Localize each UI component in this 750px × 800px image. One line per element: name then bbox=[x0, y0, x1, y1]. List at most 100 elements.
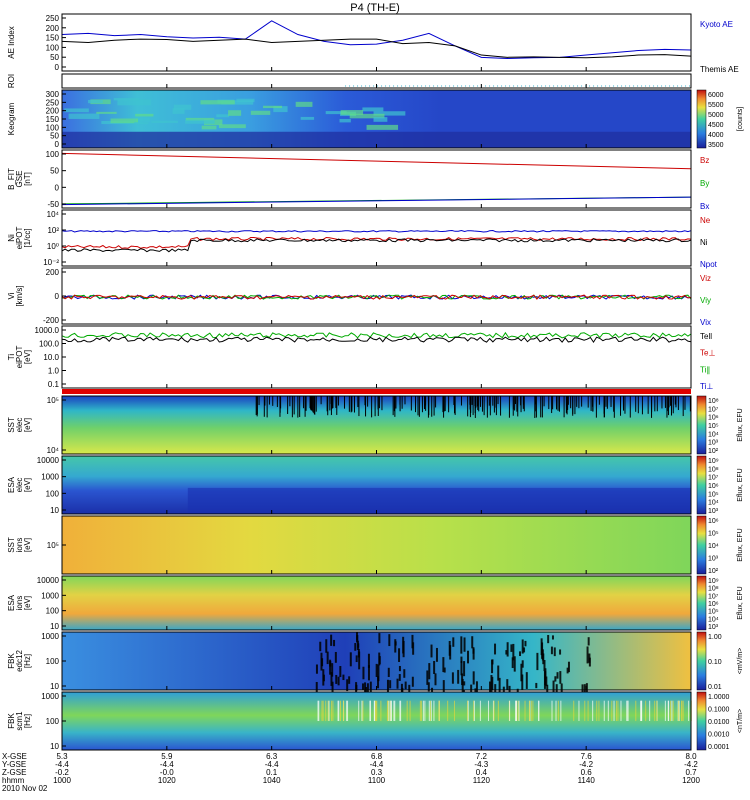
sst-dropout-stripe bbox=[578, 396, 580, 409]
fbk-dark-stripe bbox=[319, 641, 322, 652]
fbk-dark-stripe bbox=[356, 635, 359, 641]
esa_e-ytick-label: 10 bbox=[50, 506, 59, 515]
sst-dropout-stripe bbox=[367, 396, 369, 407]
sst-dropout-stripe bbox=[647, 396, 649, 414]
sst-dropout-stripe bbox=[603, 396, 605, 414]
temperature-ytick-label: 0.1 bbox=[48, 380, 60, 389]
fbk_e-colorbar-label: <mV/m> bbox=[737, 648, 744, 674]
fbk_b-colorbar-tick: 0.0100 bbox=[708, 719, 730, 726]
sst-dropout-stripe bbox=[421, 396, 423, 413]
fbk-streak bbox=[613, 700, 615, 721]
fbk-streak bbox=[640, 700, 642, 721]
fbk-dark-stripe bbox=[378, 633, 381, 644]
fbk-dark-stripe bbox=[498, 677, 501, 692]
sst-dropout-stripe bbox=[460, 396, 462, 406]
sst-dropout-stripe bbox=[381, 396, 383, 411]
bfgm-ytick-label: 100 bbox=[46, 150, 60, 159]
fbk-dark-stripe bbox=[511, 657, 514, 669]
fbk-streak bbox=[380, 700, 382, 721]
fbk-dark-stripe bbox=[315, 664, 318, 674]
fbk-streak bbox=[493, 700, 495, 721]
fbk-dark-stripe bbox=[442, 680, 445, 694]
fbk-dark-stripe bbox=[463, 637, 466, 652]
sst-dropout-stripe bbox=[677, 396, 679, 411]
fbk-dark-stripe bbox=[315, 681, 318, 700]
sst-dropout-stripe bbox=[453, 396, 455, 405]
keogram-feature bbox=[273, 106, 288, 113]
velocity-legend-0: Viz bbox=[700, 274, 711, 283]
sst-dropout-stripe bbox=[358, 396, 360, 417]
esa_i-ytick-label: 10 bbox=[50, 622, 59, 631]
sst-dropout-stripe bbox=[327, 396, 329, 416]
esa_e-colorbar-label: Eflux, EFU bbox=[737, 468, 744, 501]
fbk-dark-stripe bbox=[346, 679, 349, 692]
fbk-streak bbox=[598, 700, 600, 721]
esa_i-ylabel: [eV] bbox=[23, 596, 32, 610]
fbk-dark-stripe bbox=[460, 656, 463, 663]
fbk-dark-stripe bbox=[463, 661, 466, 677]
fbk-streak bbox=[424, 700, 426, 721]
fbk-dark-stripe bbox=[355, 684, 358, 691]
fbk-dark-stripe bbox=[505, 650, 508, 655]
fbk-streak bbox=[664, 700, 666, 721]
sst_e-colorbar-tick: 10⁴ bbox=[708, 431, 719, 438]
esa_i-colorbar-tick: 10⁵ bbox=[708, 609, 719, 616]
keogram-feature bbox=[185, 117, 215, 121]
sst-dropout-stripe bbox=[598, 396, 600, 405]
fbk-dark-stripe bbox=[396, 678, 399, 689]
ae-frame bbox=[61, 13, 692, 72]
fbk-dark-stripe bbox=[386, 679, 389, 693]
fbk_e-ytick-label: 1000 bbox=[41, 632, 59, 641]
sst_e-colorbar-tick: 10³ bbox=[708, 440, 719, 447]
esa_i-ytick-label: 10000 bbox=[37, 576, 60, 585]
fbk-streak bbox=[429, 700, 431, 721]
keogram-feature bbox=[201, 125, 217, 130]
fbk-dark-stripe bbox=[402, 640, 405, 658]
fbk-dark-stripe bbox=[550, 646, 553, 655]
fbk-streak bbox=[394, 700, 396, 721]
sst-dropout-stripe bbox=[377, 396, 379, 407]
esa_i-colorbar bbox=[696, 575, 707, 631]
fbk-dark-stripe bbox=[583, 684, 586, 698]
panel-sst_i: 10⁵ SST ions [eV] 10⁶ 10⁵ 10⁴ 10³ 10² Eflux, EFU bbox=[7, 515, 744, 575]
fbk-dark-stripe bbox=[378, 652, 381, 666]
keogram-feature bbox=[340, 110, 364, 115]
fbk-dark-stripe bbox=[521, 639, 524, 654]
fbk-streak bbox=[419, 700, 421, 721]
sst-dropout-stripe bbox=[428, 396, 430, 416]
sst-dropout-stripe bbox=[371, 396, 373, 418]
fbk-dark-stripe bbox=[366, 683, 369, 696]
esa_e-colorbar-tick: 10⁸ bbox=[708, 466, 719, 473]
sst-dropout-stripe bbox=[629, 396, 631, 418]
sst-dropout-stripe bbox=[605, 396, 607, 407]
sst-dropout-stripe bbox=[299, 396, 301, 417]
panel-bfgm: 100 50 0 -50 B_FIT GSE [nT] Bz By Bx bbox=[7, 149, 709, 211]
fbk-dark-stripe bbox=[434, 673, 437, 686]
keogram-feature bbox=[173, 104, 192, 110]
velocity-legend-2: Vix bbox=[700, 318, 711, 327]
fbk-dark-stripe bbox=[358, 651, 361, 670]
sst-dropout-stripe bbox=[442, 396, 444, 413]
esa_i-colorbar-tick: 10⁹ bbox=[708, 578, 719, 585]
footer-value: 1140 bbox=[578, 776, 596, 785]
keogram-ylabel: Keogram bbox=[7, 102, 16, 135]
fbk-dark-stripe bbox=[355, 655, 358, 663]
esa_i-colorbar-tick: 10⁶ bbox=[708, 601, 719, 608]
footer-value: -4.4 bbox=[55, 760, 69, 769]
fbk-dark-stripe bbox=[512, 643, 515, 661]
sst-dropout-stripe bbox=[508, 396, 510, 418]
fbk-dark-stripe bbox=[497, 665, 500, 681]
sst-dropout-stripe bbox=[410, 396, 412, 411]
red-separator-bar bbox=[62, 389, 691, 394]
fbk-dark-stripe bbox=[449, 645, 452, 660]
bfgm-ylabel: [nT] bbox=[23, 172, 32, 186]
footer-value: 5.9 bbox=[161, 752, 173, 761]
keogram-feature bbox=[250, 110, 271, 115]
fbk-streak bbox=[386, 700, 388, 721]
footer-value: 1020 bbox=[158, 776, 176, 785]
sst-dropout-stripe bbox=[353, 396, 355, 413]
footer-value: 7.6 bbox=[581, 752, 593, 761]
